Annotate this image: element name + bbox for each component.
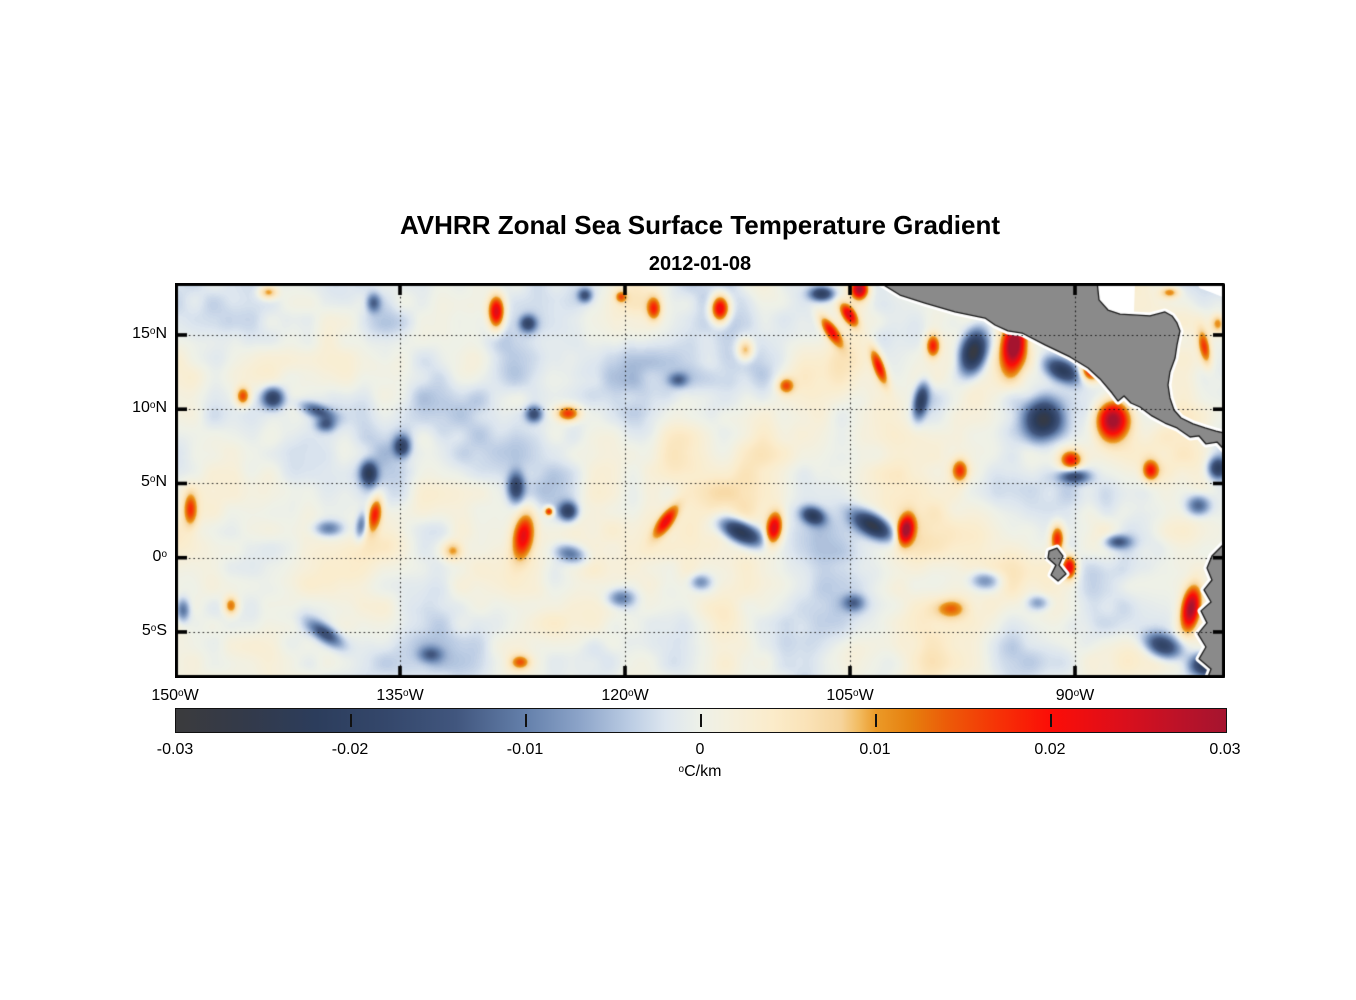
axis-tick-label: 5oS [141, 621, 167, 639]
map-plot-area [175, 283, 1225, 678]
colorbar-tick-label: -0.01 [506, 741, 544, 758]
axis-tick-label: 5oN [140, 473, 167, 491]
map-canvas [175, 283, 1225, 678]
degree-symbol: o [678, 764, 685, 775]
axis-tick-label: 150oW [151, 687, 199, 704]
colorbar-tick-label: -0.02 [331, 741, 369, 758]
colorbar-tick-label: 0 [695, 741, 705, 758]
chart-subtitle: 2012-01-08 [648, 253, 752, 275]
chart-title: AVHRR Zonal Sea Surface Temperature Grad… [399, 210, 1001, 240]
axis-tick-label: 15oN [132, 324, 167, 342]
colorbar-tick-mark [700, 714, 702, 727]
colorbar-tick-mark [875, 714, 877, 727]
colorbar-unit-label: oC/km [175, 763, 1225, 781]
unit-text: C/km [684, 763, 722, 780]
colorbar-tick-label: -0.03 [156, 741, 194, 758]
colorbar [175, 708, 1227, 733]
colorbar-tick-label: 0.01 [859, 741, 891, 758]
axis-tick-label: 0o [152, 547, 167, 565]
colorbar-tick-mark [525, 714, 527, 727]
axis-tick-label: 135oW [376, 687, 424, 704]
axis-tick-label: 120oW [601, 687, 649, 704]
colorbar-tick-label: 0.03 [1209, 741, 1241, 758]
colorbar-tick-mark [1050, 714, 1052, 727]
axis-tick-label: 105oW [826, 687, 874, 704]
axis-tick-label: 90oW [1055, 687, 1095, 704]
colorbar-tick-mark [350, 714, 352, 727]
colorbar-tick-label: 0.02 [1034, 741, 1066, 758]
axis-tick-label: 10oN [132, 399, 167, 417]
